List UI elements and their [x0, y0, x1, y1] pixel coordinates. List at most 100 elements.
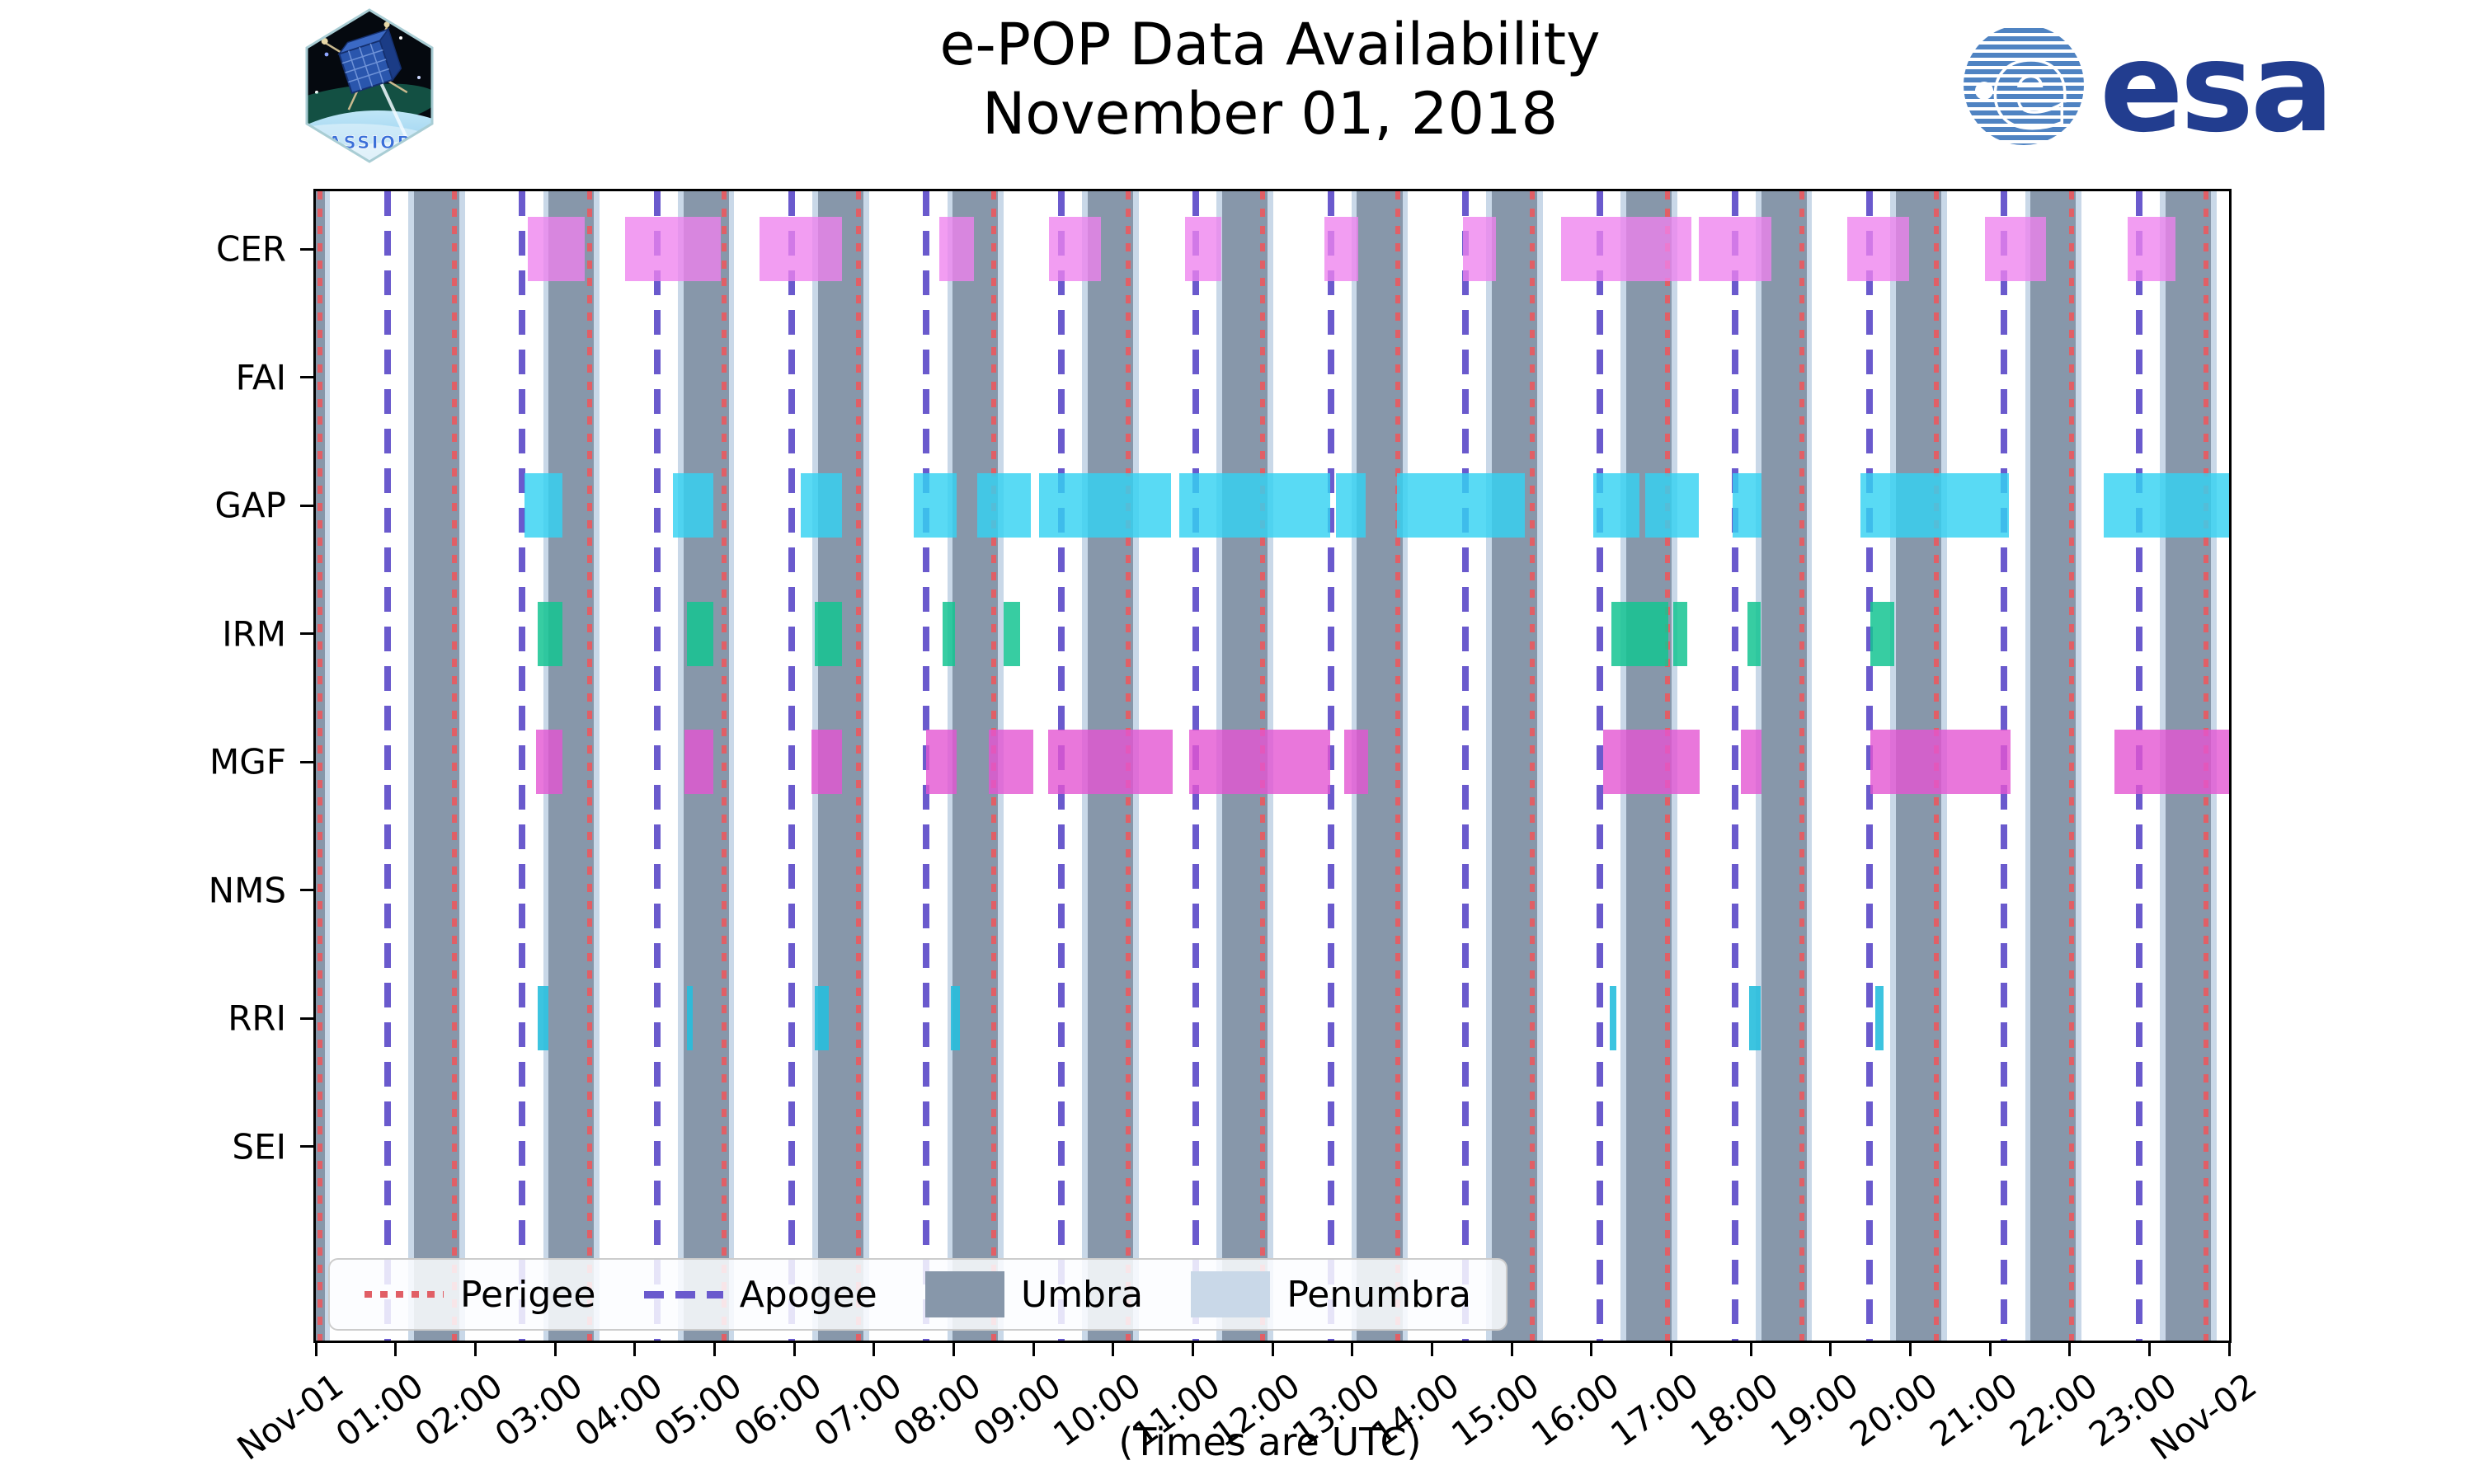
x-tick [1112, 1343, 1115, 1356]
legend-swatch-penumbra [1191, 1271, 1271, 1317]
title-line-1: e-POP Data Availability [939, 11, 1601, 78]
data-bar-gap [1336, 473, 1366, 538]
data-bar-rri [815, 986, 829, 1051]
data-bar-cer [760, 217, 842, 281]
apogee-line [1461, 191, 1469, 1341]
data-bar-mgf [1603, 730, 1700, 795]
data-bar-cer [1846, 217, 1910, 281]
legend-swatch-apogee [643, 1290, 723, 1298]
instrument-label-mgf: MGF [209, 741, 286, 782]
data-bar-irm [1870, 601, 1894, 666]
data-bar-cer [1184, 217, 1222, 281]
x-tick [394, 1343, 397, 1356]
esa-wordmark: esa [2100, 18, 2331, 152]
perigee-line [1395, 191, 1400, 1341]
data-bar-mgf [1189, 730, 1330, 795]
perigee-line [2068, 191, 2074, 1341]
instrument-label-irm: IRM [222, 613, 286, 655]
data-bar-gap [1732, 473, 1761, 538]
data-bar-irm [537, 601, 562, 666]
penumbra-band [1486, 191, 1492, 1341]
apogee-line [1866, 191, 1874, 1341]
penumbra-band [594, 191, 600, 1341]
x-tick [1988, 1343, 1992, 1356]
data-bar-mgf [811, 730, 842, 795]
apogee-line [788, 191, 796, 1341]
data-bar-gap [2104, 473, 2229, 538]
apogee-line [519, 191, 526, 1341]
perigee-line [1530, 191, 1536, 1341]
apogee-line [1731, 191, 1738, 1341]
umbra-band [1491, 191, 1537, 1341]
legend-item-perigee: Perigee [365, 1274, 595, 1316]
penumbra-band [677, 191, 684, 1341]
data-bar-rri [1749, 986, 1761, 1051]
x-tick [713, 1343, 716, 1356]
x-tick [1908, 1343, 1912, 1356]
x-tick [1191, 1343, 1194, 1356]
y-tick [300, 376, 313, 379]
chart-title: e-POP Data Availability November 01, 201… [313, 10, 2227, 148]
data-bar-irm [686, 601, 714, 666]
laser-beam [376, 75, 412, 148]
data-bar-rri [1609, 986, 1616, 1051]
x-tick [952, 1343, 955, 1356]
data-bar-cer [1049, 217, 1102, 281]
data-bar-gap [673, 473, 714, 538]
data-bar-gap [524, 473, 562, 538]
x-tick [872, 1343, 876, 1356]
x-tick [1590, 1343, 1593, 1356]
star [324, 52, 329, 57]
y-tick [300, 760, 313, 763]
x-tick [1032, 1343, 1035, 1356]
title-line-2: November 01, 2018 [981, 80, 1559, 148]
data-bar-mgf [684, 730, 714, 795]
perigee-line [452, 191, 458, 1341]
perigee-line [856, 191, 862, 1341]
legend-label: Umbra [1020, 1273, 1144, 1316]
cassiope-mission-patch: CASSIOPE [305, 8, 434, 163]
legend: Perigee Apogee Umbra Penumbra [328, 1258, 1507, 1331]
penumbra-band [1402, 191, 1409, 1341]
y-tick [300, 1145, 313, 1148]
data-bar-cer [1560, 217, 1692, 281]
penumbra-band [2076, 191, 2082, 1341]
data-bar-cer [1985, 217, 2046, 281]
legend-item-umbra: Umbra [924, 1271, 1144, 1317]
legend-swatch-perigee [365, 1291, 444, 1298]
data-bar-mgf [988, 730, 1033, 795]
penumbra-band [324, 191, 331, 1341]
y-tick [300, 632, 313, 636]
x-tick [633, 1343, 637, 1356]
data-bar-gap [1396, 473, 1526, 538]
data-bar-irm [1747, 601, 1761, 666]
apogee-line [1327, 191, 1334, 1341]
data-bar-irm [942, 601, 956, 666]
perigee-line [317, 191, 322, 1341]
data-bar-mgf [2114, 730, 2229, 795]
instrument-label-fai: FAI [235, 357, 286, 398]
x-tick [1669, 1343, 1672, 1356]
data-bar-gap [800, 473, 842, 538]
penumbra-band [459, 191, 465, 1341]
y-tick [300, 247, 313, 251]
y-tick [300, 889, 313, 892]
penumbra-band [728, 191, 735, 1341]
data-bar-irm [815, 601, 842, 666]
data-bar-mgf [926, 730, 957, 795]
y-tick [300, 504, 313, 507]
penumbra-band [863, 191, 869, 1341]
instrument-label-rri: RRI [228, 998, 286, 1039]
instrument-label-sei: SEI [232, 1126, 286, 1167]
x-tick [1430, 1343, 1433, 1356]
penumbra-band [1536, 191, 1543, 1341]
data-bar-gap [1038, 473, 1172, 538]
data-bar-mgf [1870, 730, 2011, 795]
y-tick [300, 1017, 313, 1020]
data-bar-rri [1874, 986, 1884, 1051]
data-bar-gap [914, 473, 957, 538]
data-bar-gap [1860, 473, 2010, 538]
legend-swatch-umbra [924, 1271, 1004, 1317]
perigee-line [721, 191, 727, 1341]
penumbra-band [1806, 191, 1813, 1341]
